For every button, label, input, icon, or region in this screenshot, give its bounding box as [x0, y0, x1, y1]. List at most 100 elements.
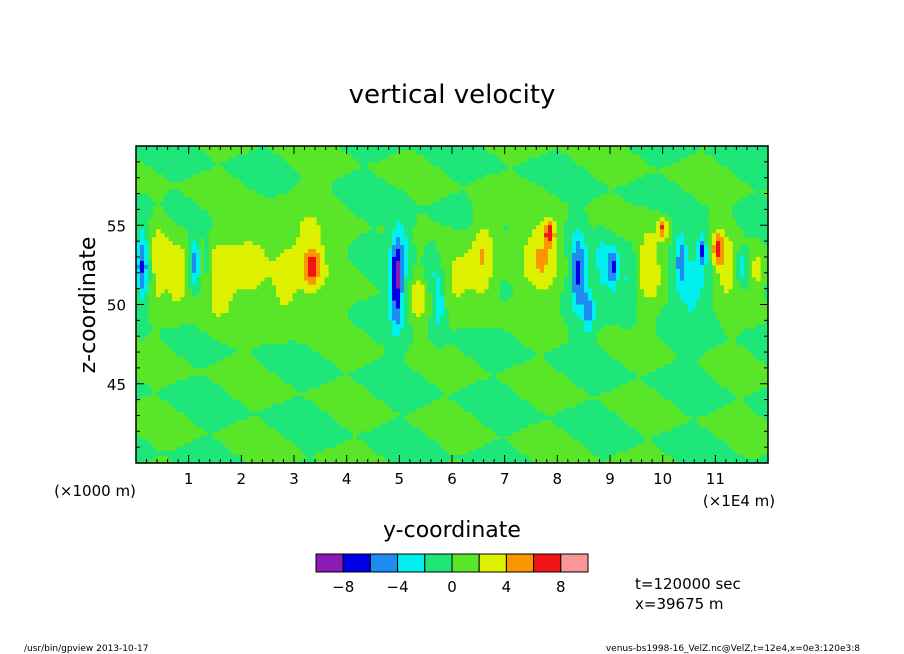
heatmap-cell — [524, 272, 529, 278]
heatmap-cell — [576, 241, 581, 246]
heatmap-cell — [232, 256, 237, 262]
heatmap-cell — [560, 193, 565, 199]
heatmap-cell — [568, 249, 573, 254]
heatmap-cell — [692, 375, 697, 381]
heatmap-cell — [660, 371, 665, 377]
heatmap-cell — [700, 391, 705, 397]
heatmap-cell — [396, 312, 401, 317]
heatmap-cell — [396, 324, 401, 329]
heatmap-cell — [204, 363, 209, 369]
heatmap-cell — [596, 284, 601, 290]
heatmap-cell — [408, 213, 413, 218]
heatmap-cell — [428, 252, 433, 258]
heatmap-cell — [500, 165, 505, 171]
heatmap-cell — [720, 260, 725, 266]
heatmap-cell — [160, 249, 165, 254]
heatmap-cell — [580, 379, 585, 385]
heatmap-cell — [268, 272, 273, 278]
heatmap-cell — [640, 284, 645, 290]
heatmap-cell — [188, 146, 193, 151]
heatmap-cell — [168, 149, 173, 155]
heatmap-cell — [316, 352, 321, 357]
heatmap-cell — [596, 280, 601, 286]
heatmap-cell — [136, 229, 141, 234]
heatmap-cell — [704, 316, 709, 321]
heatmap-cell — [180, 348, 185, 353]
heatmap-cell — [376, 201, 381, 207]
heatmap-cell — [240, 153, 245, 159]
heatmap-cell — [748, 146, 753, 151]
heatmap-cell — [440, 217, 445, 222]
heatmap-cell — [632, 320, 637, 325]
heatmap-cell — [532, 249, 537, 254]
heatmap-cell — [672, 332, 677, 337]
heatmap-cell — [548, 181, 553, 187]
heatmap-cell — [488, 249, 493, 254]
heatmap-cell — [404, 249, 409, 254]
heatmap-cell — [700, 256, 705, 262]
heatmap-cell — [176, 284, 181, 290]
heatmap-cell — [624, 268, 629, 274]
heatmap-cell — [376, 249, 381, 254]
heatmap-cell — [644, 245, 649, 250]
heatmap-cell — [568, 324, 573, 329]
heatmap-cell — [504, 348, 509, 353]
heatmap-cell — [356, 264, 361, 270]
heatmap-cell — [484, 391, 489, 397]
heatmap-cell — [196, 383, 201, 389]
heatmap-cell — [172, 189, 177, 195]
heatmap-cell — [756, 149, 761, 155]
heatmap-cell — [700, 252, 705, 258]
heatmap-cell — [292, 268, 297, 274]
heatmap-cell — [464, 205, 469, 210]
heatmap-cell — [696, 225, 701, 230]
heatmap-cell — [700, 352, 705, 357]
heatmap-cell — [428, 328, 433, 333]
heatmap-cell — [176, 252, 181, 258]
heatmap-cell — [764, 181, 769, 187]
heatmap-cell — [260, 177, 265, 183]
heatmap-cell — [308, 367, 313, 373]
heatmap-cell — [436, 312, 441, 317]
heatmap-cell — [472, 173, 477, 179]
heatmap-cell — [592, 181, 597, 187]
heatmap-cell — [584, 276, 589, 282]
heatmap-cell — [648, 256, 653, 262]
heatmap-cell — [180, 252, 185, 258]
heatmap-cell — [252, 280, 257, 286]
heatmap-cell — [580, 189, 585, 195]
heatmap-cell — [568, 332, 573, 337]
heatmap-cell — [168, 391, 173, 397]
heatmap-cell — [396, 352, 401, 357]
heatmap-cell — [264, 256, 269, 262]
heatmap-cell — [392, 332, 397, 337]
heatmap-cell — [620, 379, 625, 385]
heatmap-cell — [364, 272, 369, 278]
heatmap-cell — [340, 177, 345, 183]
heatmap-cell — [240, 165, 245, 171]
heatmap-cell — [588, 249, 593, 254]
heatmap-cell — [140, 383, 145, 389]
heatmap-cell — [220, 284, 225, 290]
heatmap-cell — [240, 268, 245, 274]
heatmap-cell — [200, 383, 205, 389]
heatmap-cell — [208, 165, 213, 171]
heatmap-cell — [608, 264, 613, 270]
heatmap-cell — [440, 292, 445, 298]
heatmap-cell — [368, 229, 373, 234]
heatmap-cell — [444, 213, 449, 218]
heatmap-cell — [616, 379, 621, 385]
heatmap-cell — [472, 177, 477, 183]
heatmap-cell — [744, 149, 749, 155]
heatmap-cell — [540, 221, 545, 226]
heatmap-cell — [300, 375, 305, 381]
heatmap-cell — [168, 280, 173, 286]
heatmap-cell — [460, 272, 465, 278]
heatmap-cell — [700, 336, 705, 341]
heatmap-cell — [588, 336, 593, 341]
heatmap-cell — [544, 221, 549, 226]
heatmap-cell — [404, 237, 409, 242]
heatmap-cell — [280, 177, 285, 183]
heatmap-cell — [300, 221, 305, 226]
heatmap-cell — [368, 363, 373, 369]
